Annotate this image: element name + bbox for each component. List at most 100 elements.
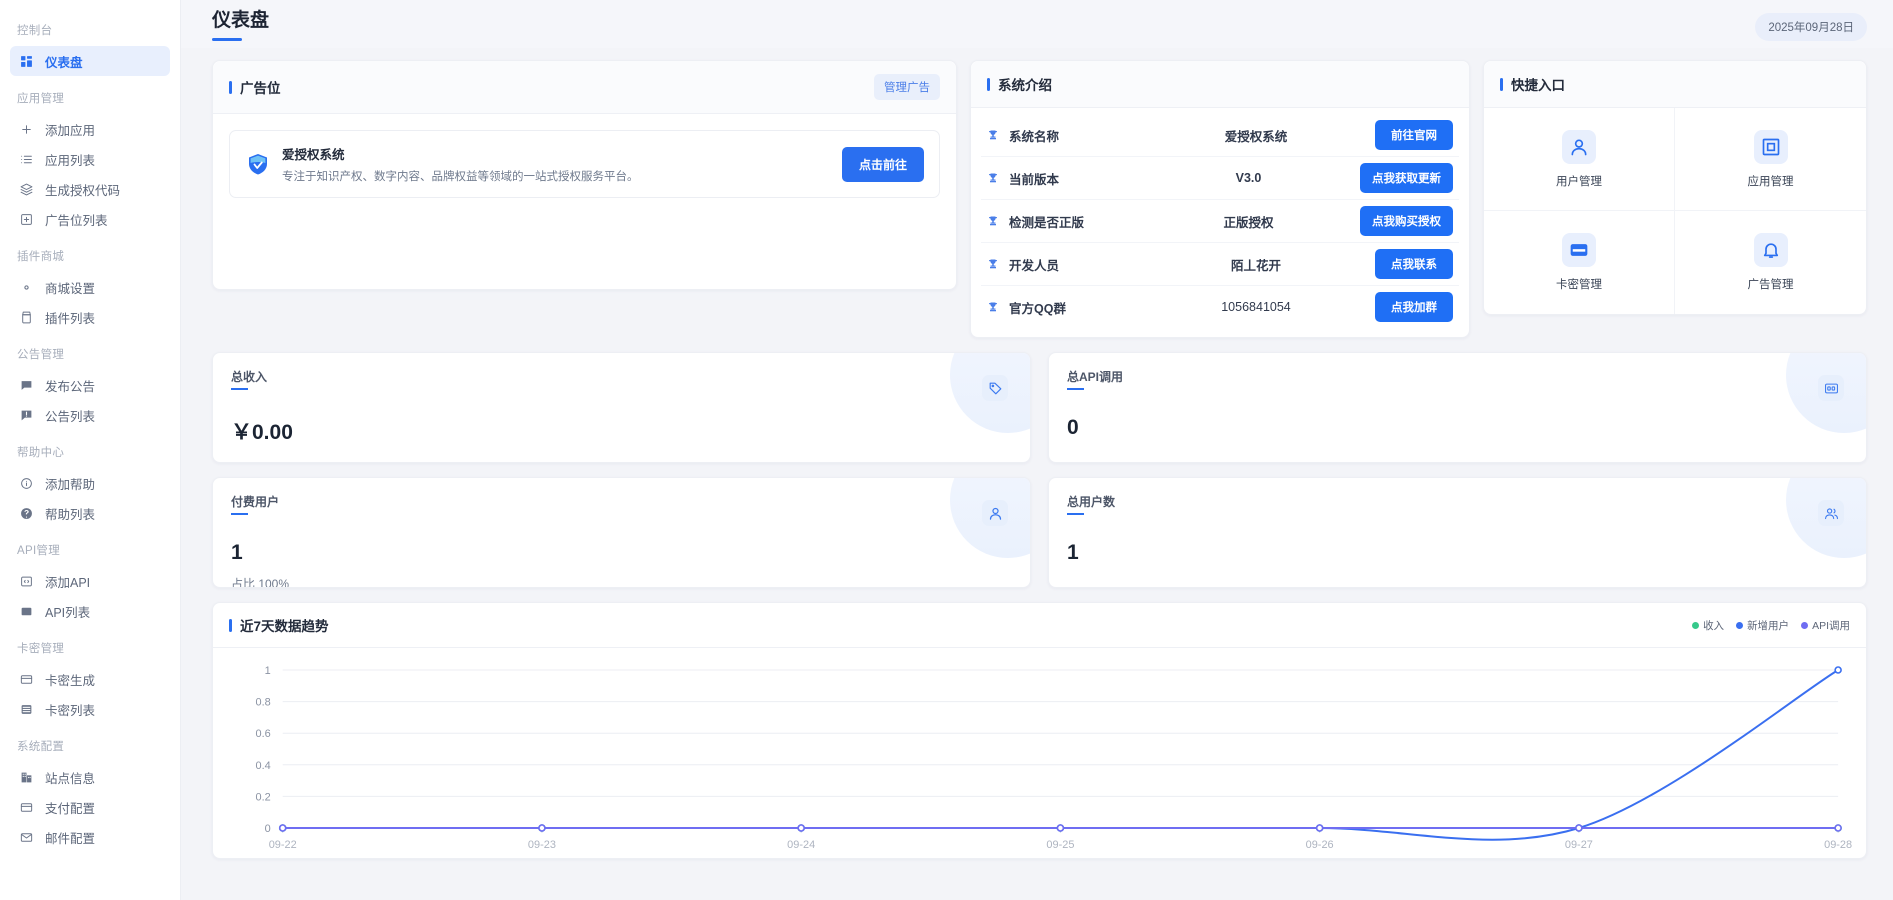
system-info-key: 开发人员 (987, 255, 1137, 274)
system-info-key-label: 系统名称 (1009, 129, 1060, 144)
trophy-icon (987, 129, 1001, 141)
sidebar-item-list[interactable]: 应用列表 (10, 144, 170, 174)
sidebar-group-title: 公告管理 (17, 349, 65, 361)
quick-access-item[interactable]: 应用管理 (1675, 108, 1866, 211)
ad-title: 爱授权系统 (282, 148, 345, 162)
sidebar-item-announcement[interactable]: 公告列表 (10, 400, 170, 430)
ad-item[interactable]: 爱授权系统 专注于知识产权、数字内容、品牌权益等领域的一站式授权服务平台。 点击… (229, 130, 940, 198)
sidebar-item-label: 发布公告 (45, 379, 96, 394)
system-info-value: V3.0 (1235, 171, 1262, 185)
system-info-row: 当前版本 V3.0 点我获取更新 (981, 157, 1459, 200)
sidebar-group-title: 插件商城 (17, 251, 65, 263)
sidebar-item-plus[interactable]: 添加应用 (10, 114, 170, 144)
system-info-action-button[interactable]: 点我获取更新 (1360, 163, 1453, 193)
trend-line-chart: 0 0.2 0.4 0.6 0.8 1 09-22 09-23 09-24 09-25 09-26 0… (256, 665, 1853, 851)
sidebar-group-title: 系统配置 (17, 741, 65, 753)
quick-access-card: 快捷入口 用户管理 应用管理 卡密管理 广告管理 (1483, 60, 1867, 315)
stat-value: 1 (231, 541, 243, 564)
quick-access-item[interactable]: 用户管理 (1484, 108, 1675, 211)
svg-text:09-28: 09-28 (1824, 839, 1852, 851)
svg-text:09-24: 09-24 (787, 839, 815, 851)
sidebar-item-mail[interactable]: 邮件配置 (10, 822, 170, 852)
legend-label: API调用 (1812, 619, 1850, 632)
system-info-action-button[interactable]: 点我联系 (1375, 249, 1453, 279)
system-info-row: 开发人员 陌丄花开 点我联系 (981, 243, 1459, 286)
building-icon (18, 769, 34, 785)
system-info-action-button[interactable]: 前往官网 (1375, 120, 1453, 150)
svg-text:0.8: 0.8 (256, 697, 271, 709)
sidebar-item-bag[interactable]: 插件列表 (10, 302, 170, 332)
sidebar: 控制台 仪表盘 应用管理 添加应用 应用列表 生成授权代码 广告位列表 插件商城 商城设置 插件列… (0, 0, 181, 900)
sidebar-item-card[interactable]: 卡密生成 (10, 664, 170, 694)
quick-access-item[interactable]: 卡密管理 (1484, 211, 1675, 314)
sidebar-item-message[interactable]: 发布公告 (10, 370, 170, 400)
sidebar-group-title: API管理 (17, 545, 61, 557)
sidebar-item-filled-square[interactable]: API列表 (10, 596, 170, 626)
legend-item[interactable]: API调用 (1801, 618, 1850, 633)
system-info-value: 正版授权 (1223, 215, 1274, 230)
system-card-header: 系统介绍 (971, 61, 1469, 108)
bell-icon (1753, 233, 1788, 267)
credit-card-icon (1562, 233, 1596, 267)
svg-text:0: 0 (265, 823, 271, 835)
system-info-card: 系统介绍 系统名称 爱授权系统 前往官网 当前版本 V3.0 点我获取更新 检测是否正版 正版… (970, 60, 1470, 338)
main-area: 仪表盘 2025年09月28日 广告位 管理广告 (181, 0, 1893, 900)
sidebar-item-gear[interactable]: 商城设置 (10, 272, 170, 302)
stat-value: ￥0.00 (231, 421, 293, 444)
manage-ads-button[interactable]: 管理广告 (874, 74, 940, 100)
sidebar-item-code-square[interactable]: 添加API (10, 566, 170, 596)
tag-icon (982, 375, 1008, 401)
filled-square-icon (18, 603, 34, 619)
stat-title: 总收入 (231, 368, 267, 390)
svg-text:09-27: 09-27 (1565, 839, 1593, 851)
system-info-key: 系统名称 (987, 126, 1137, 145)
sidebar-item-label: 卡密生成 (45, 673, 96, 688)
system-card-title: 系统介绍 (987, 74, 1052, 94)
user-icon (982, 500, 1008, 526)
sidebar-item-layers[interactable]: 生成授权代码 (10, 174, 170, 204)
sidebar-item-building[interactable]: 站点信息 (10, 762, 170, 792)
sidebar-item-question-circle[interactable]: 帮助列表 (10, 498, 170, 528)
sidebar-item-card[interactable]: 支付配置 (10, 792, 170, 822)
stat-row-upper: 总收入 ￥0.00 总API调用 0 (212, 352, 1867, 463)
trophy-icon (987, 301, 1001, 313)
quick-access-label: 广告管理 (1747, 279, 1794, 291)
svg-text:09-22: 09-22 (269, 839, 297, 851)
sidebar-item-dashboard-grid[interactable]: 仪表盘 (10, 46, 170, 76)
rows-icon (18, 701, 34, 717)
sidebar-item-label: 商城设置 (45, 281, 96, 296)
quick-access-label: 应用管理 (1747, 175, 1794, 188)
api-icon (1818, 375, 1844, 401)
system-info-action-button[interactable]: 点我加群 (1375, 292, 1453, 322)
legend-item[interactable]: 收入 (1692, 618, 1724, 633)
trophy-icon (987, 172, 1001, 184)
sidebar-item-plus-square[interactable]: 广告位列表 (10, 204, 170, 234)
system-info-action-button[interactable]: 点我购买授权 (1360, 206, 1453, 236)
quick-access-item[interactable]: 广告管理 (1675, 211, 1866, 314)
sidebar-item-info-circle[interactable]: 添加帮助 (10, 468, 170, 498)
sidebar-group-title: 卡密管理 (17, 643, 65, 655)
date-badge: 2025年09月28日 (1755, 13, 1867, 41)
system-info-row: 系统名称 爱授权系统 前往官网 (981, 114, 1459, 157)
users-icon (1818, 500, 1844, 526)
sidebar-item-label: 添加API (45, 575, 91, 590)
stat-title: 付费用户 (231, 493, 279, 515)
stat-card: 总API调用 0 (1048, 352, 1867, 463)
bag-icon (18, 309, 34, 325)
info-circle-icon (18, 475, 34, 491)
stat-title: 总用户数 (1067, 493, 1115, 515)
announcement-icon (18, 407, 34, 423)
layers-icon (18, 181, 34, 197)
shield-logo-icon (245, 151, 271, 177)
sidebar-item-label: 生成授权代码 (45, 183, 121, 198)
sidebar-item-rows[interactable]: 卡密列表 (10, 694, 170, 724)
system-info-value: 陌丄花开 (1230, 258, 1281, 273)
legend-item[interactable]: 新增用户 (1736, 618, 1789, 633)
sidebar-item-label: API列表 (45, 605, 91, 620)
ad-goto-button[interactable]: 点击前往 (841, 146, 924, 182)
sidebar-group-title: 控制台 (17, 25, 53, 37)
sidebar-item-label: 应用列表 (45, 153, 96, 168)
question-circle-icon (18, 505, 34, 521)
system-info-list: 系统名称 爱授权系统 前往官网 当前版本 V3.0 点我获取更新 检测是否正版 正版授权 点我购… (971, 108, 1469, 337)
